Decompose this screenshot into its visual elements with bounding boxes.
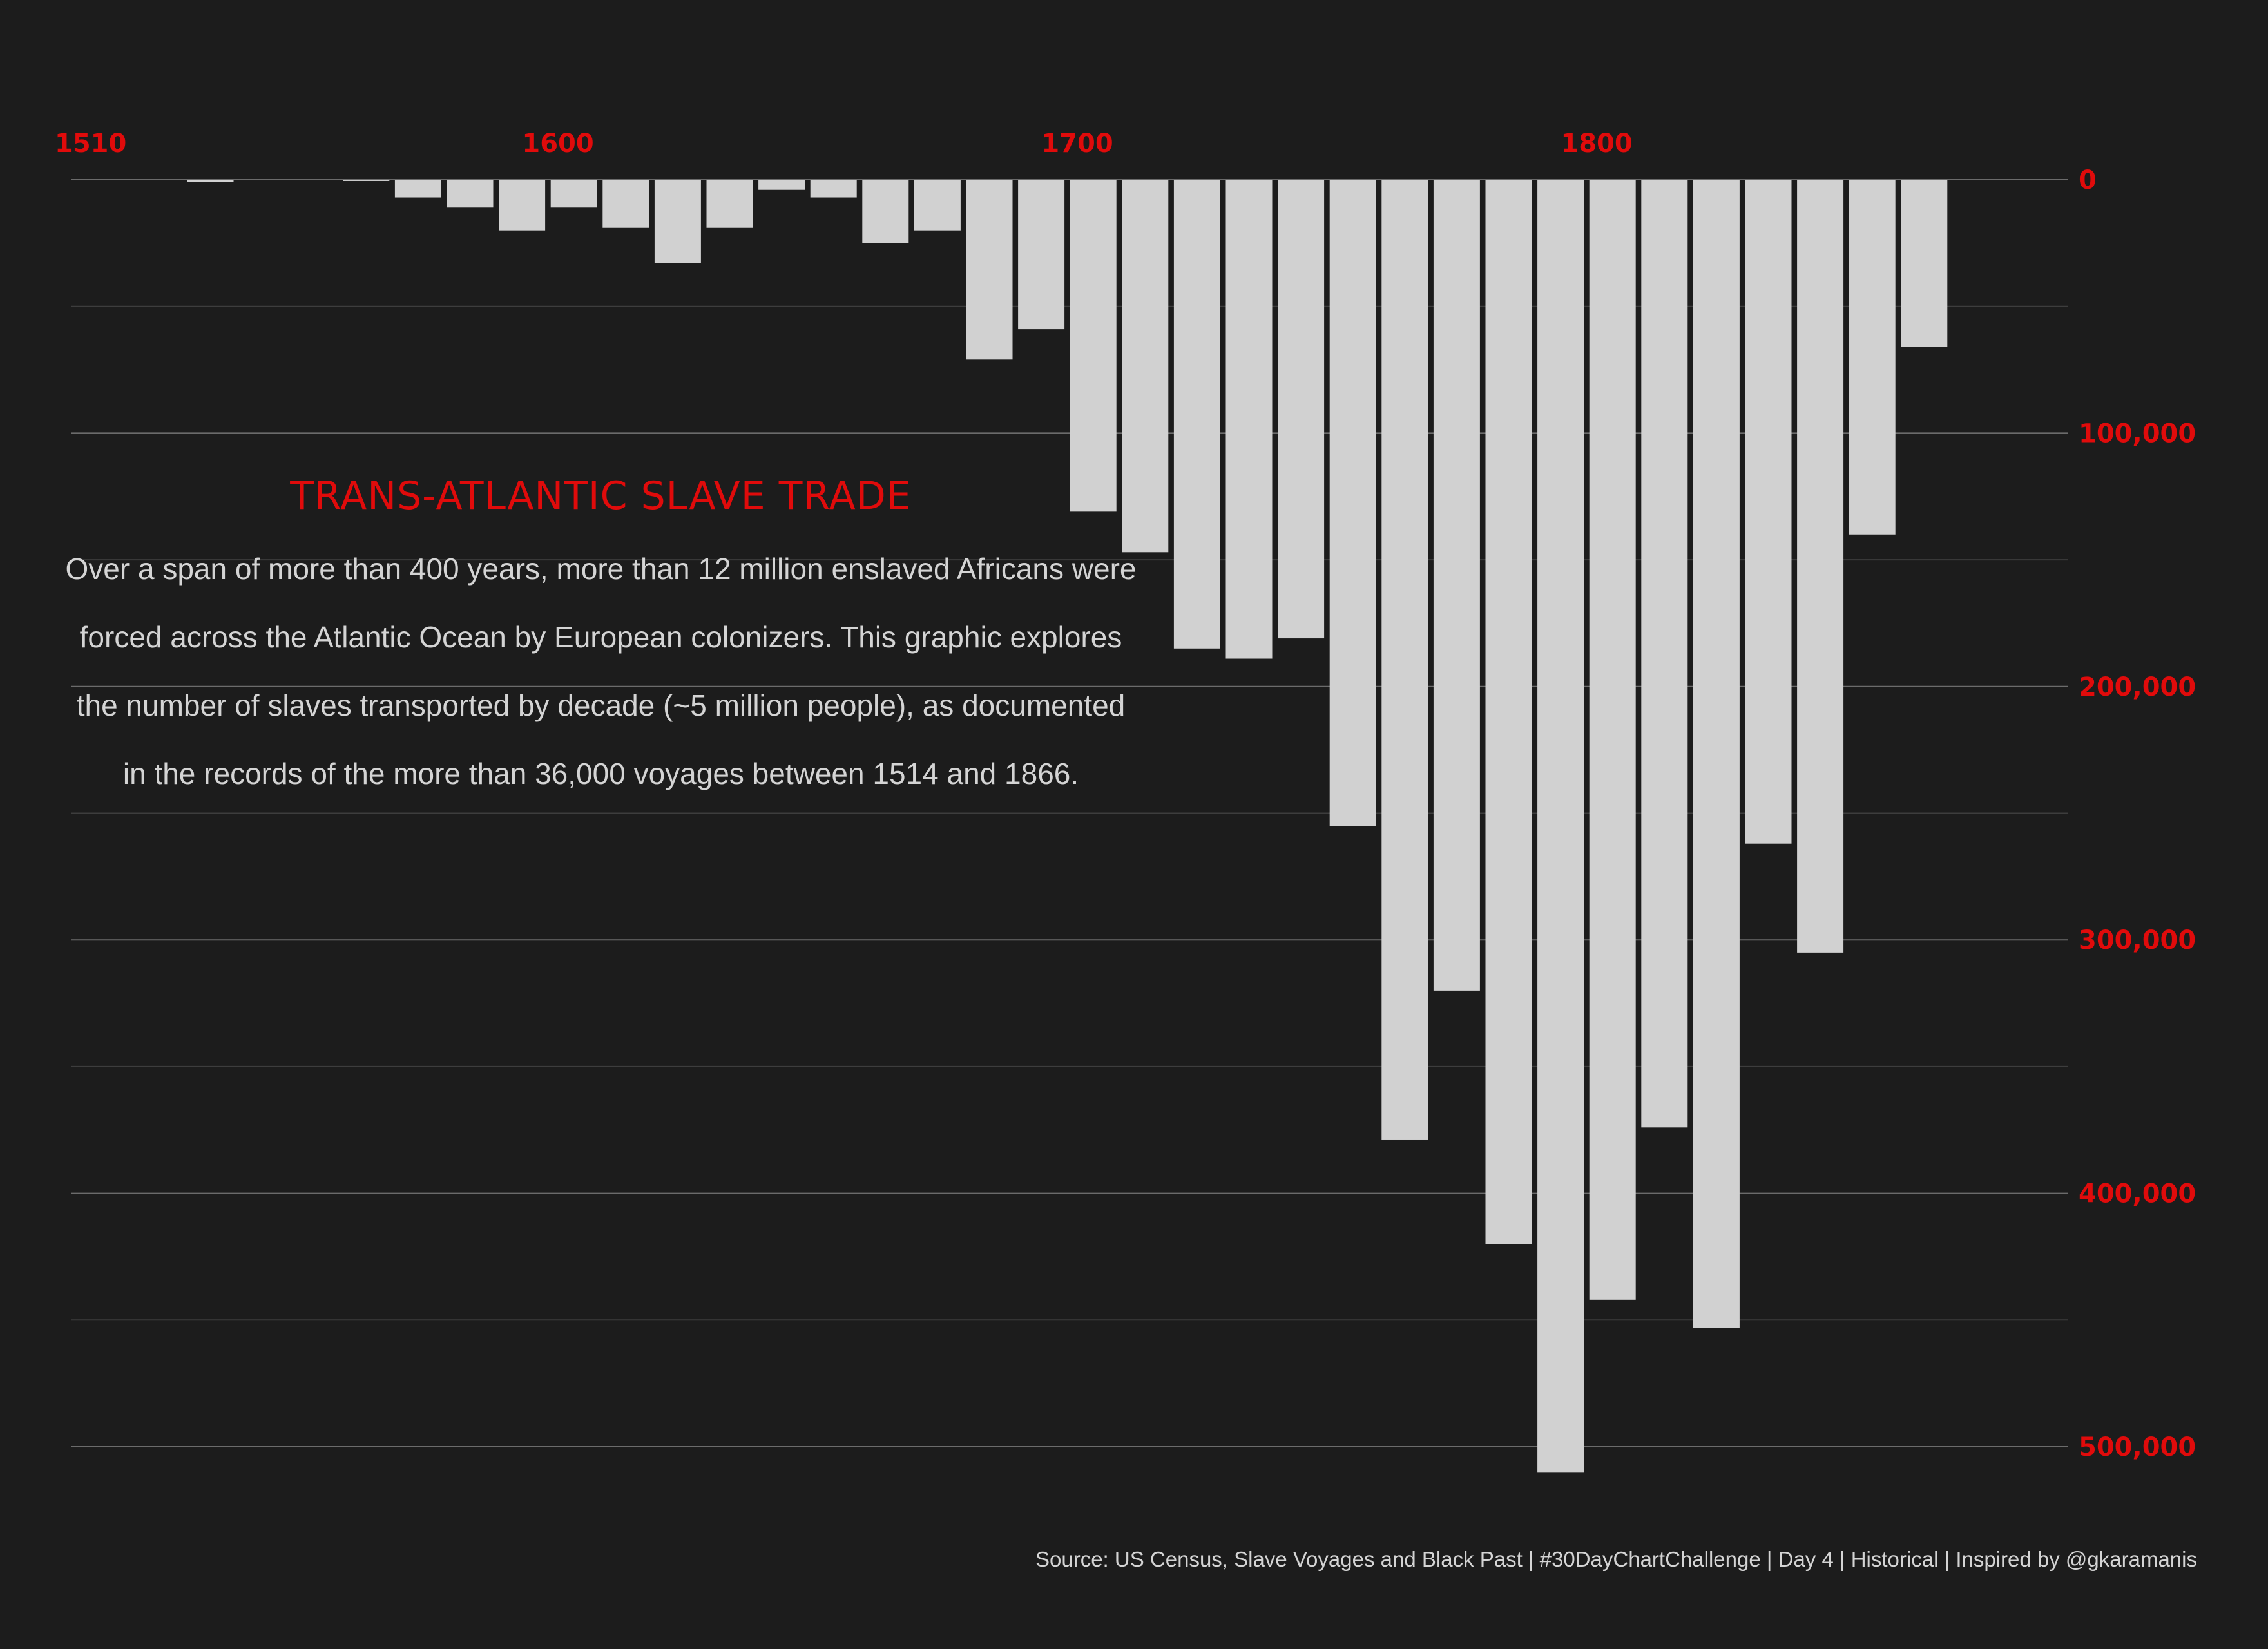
bar-1740 bbox=[1278, 180, 1325, 639]
bar-1840 bbox=[1797, 180, 1844, 953]
y-tick-label: 400,000 bbox=[2079, 1179, 2196, 1209]
bar-1600 bbox=[550, 180, 597, 208]
bar-1850 bbox=[1849, 180, 1896, 535]
bar-1640 bbox=[758, 180, 805, 190]
bar-1700 bbox=[1070, 180, 1117, 512]
source-caption: Source: US Census, Slave Voyages and Bla… bbox=[1035, 1547, 2197, 1571]
bar-1820 bbox=[1693, 180, 1740, 1328]
chart-subtitle: Over a span of more than 400 years, more… bbox=[65, 552, 1137, 790]
y-tick-label: 100,000 bbox=[2079, 419, 2196, 448]
x-tick-label: 1600 bbox=[522, 129, 593, 158]
y-tick-label: 500,000 bbox=[2079, 1433, 2196, 1462]
bar-1770 bbox=[1433, 180, 1480, 991]
bar-1860 bbox=[1901, 180, 1948, 347]
bar-1730 bbox=[1225, 180, 1273, 659]
bar-1690 bbox=[1018, 180, 1065, 330]
y-axis-ticks: 0 100,000 200,000 300,000 400,000 500,000 bbox=[2079, 166, 2196, 1462]
bar-1560 bbox=[343, 180, 390, 181]
bar-1590 bbox=[499, 180, 546, 231]
bars bbox=[187, 180, 1948, 1473]
bar-1610 bbox=[602, 180, 649, 228]
bar-1760 bbox=[1381, 180, 1428, 1140]
bar-1780 bbox=[1485, 180, 1532, 1244]
chart-title: TRANS-ATLANTIC SLAVE TRADE bbox=[290, 473, 912, 519]
x-axis-ticks: 1510 1600 1700 1800 bbox=[55, 129, 1633, 158]
bar-1810 bbox=[1641, 180, 1688, 1128]
y-tick-label: 300,000 bbox=[2079, 926, 2196, 955]
bar-1530 bbox=[187, 180, 234, 182]
bar-1650 bbox=[810, 180, 857, 198]
bar-1670 bbox=[914, 180, 961, 231]
x-tick-label: 1510 bbox=[55, 129, 126, 158]
bar-1720 bbox=[1173, 180, 1220, 649]
bar-1710 bbox=[1122, 180, 1169, 553]
bar-1790 bbox=[1537, 180, 1584, 1473]
y-tick-label: 200,000 bbox=[2079, 672, 2196, 702]
bar-1630 bbox=[706, 180, 753, 228]
x-tick-label: 1700 bbox=[1041, 129, 1113, 158]
y-tick-label: 0 bbox=[2079, 166, 2097, 195]
bar-1830 bbox=[1745, 180, 1792, 844]
bar-1570 bbox=[394, 180, 441, 198]
bar-1680 bbox=[966, 180, 1013, 360]
bar-1750 bbox=[1329, 180, 1376, 826]
bar-1660 bbox=[862, 180, 909, 243]
bar-1800 bbox=[1589, 180, 1636, 1300]
bar-1580 bbox=[447, 180, 494, 208]
bar-1620 bbox=[654, 180, 701, 263]
annotation-block: TRANS-ATLANTIC SLAVE TRADE Over a span o… bbox=[64, 469, 1137, 808]
x-tick-label: 1800 bbox=[1561, 129, 1632, 158]
